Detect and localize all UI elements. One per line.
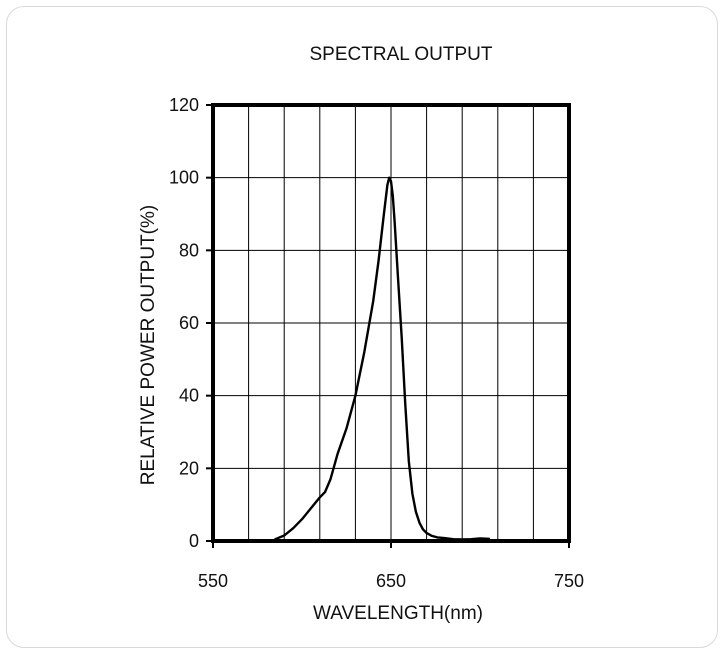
series-layer xyxy=(274,176,491,541)
y-tick-label: 120 xyxy=(169,95,199,115)
y-tick-label: 60 xyxy=(179,313,199,333)
y-tick-label: 80 xyxy=(179,240,199,260)
grid xyxy=(213,105,569,541)
x-tick-label: 650 xyxy=(376,571,406,591)
y-axis-label: RELATIVE POWER OUTPUT(%) xyxy=(138,205,159,485)
y-tick-label: 20 xyxy=(179,458,199,478)
chart-title: SPECTRAL OUTPUT xyxy=(310,44,493,65)
x-axis-label: WAVELENGTH(nm) xyxy=(313,603,483,624)
x-tick-label: 750 xyxy=(554,571,584,591)
y-tick-label: 100 xyxy=(169,168,199,188)
y-tick-label: 40 xyxy=(179,386,199,406)
y-tick-label: 0 xyxy=(189,531,199,551)
x-tick-label: 550 xyxy=(198,571,228,591)
tick-layer: 0 20 40 60 80 100 120 550 650 750 xyxy=(169,95,584,591)
series-line xyxy=(274,176,491,541)
